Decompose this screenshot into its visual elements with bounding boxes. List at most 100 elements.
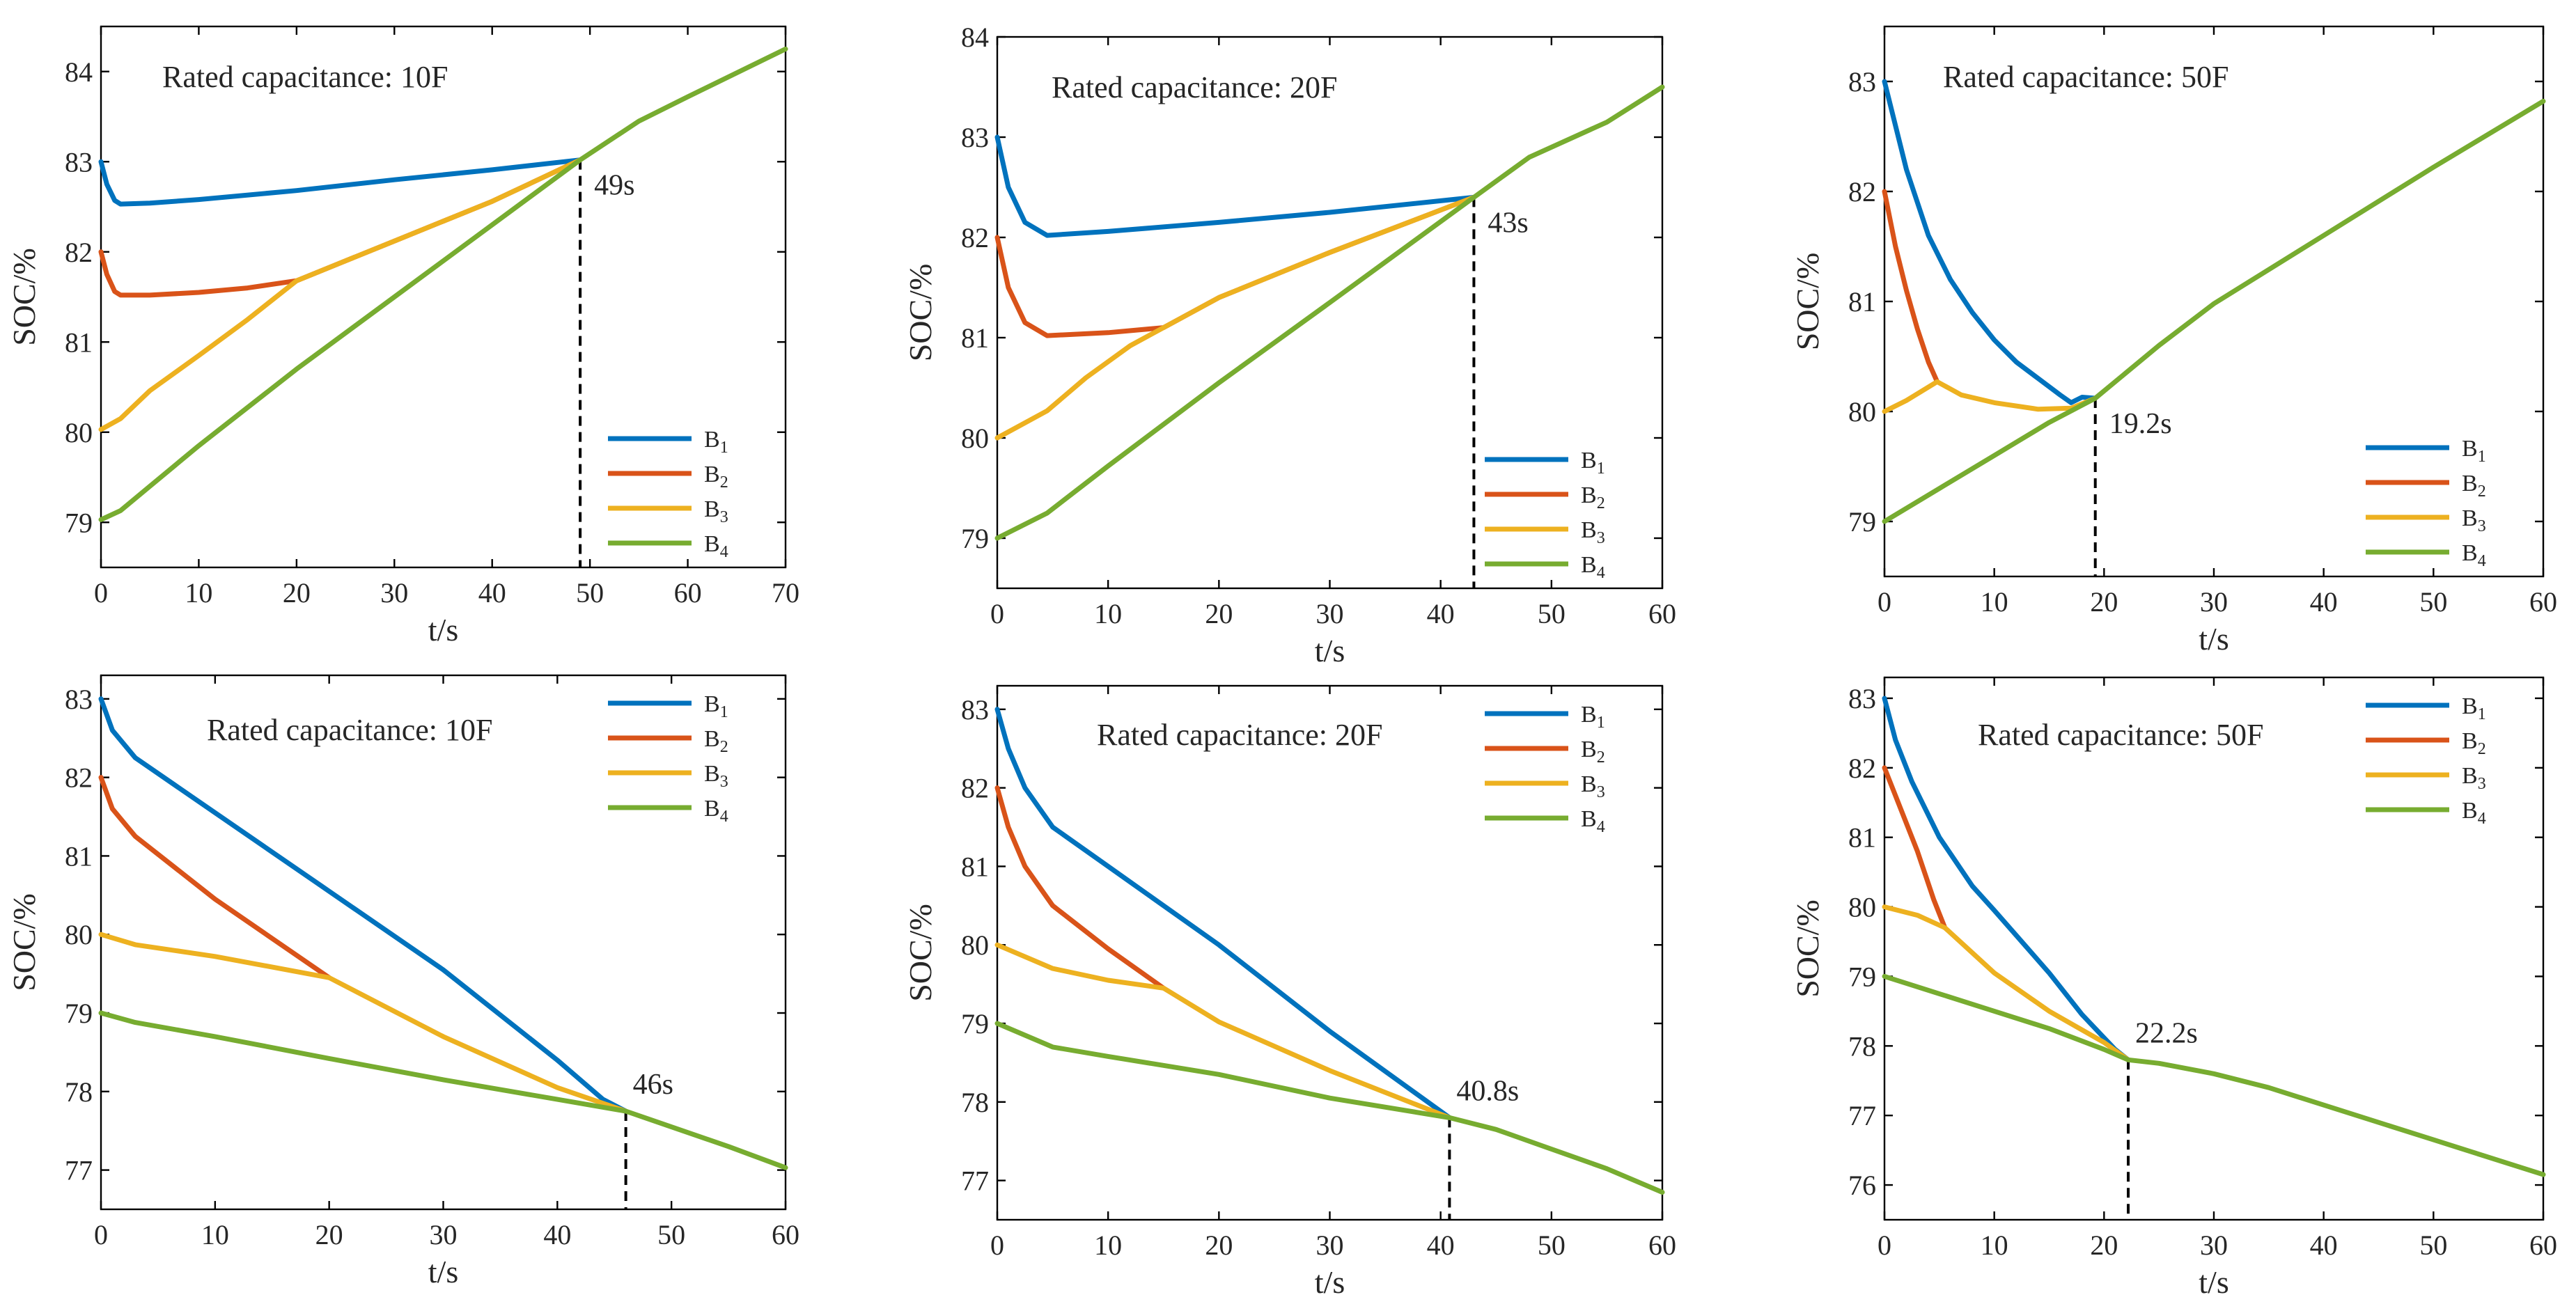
chart-title: Rated capacitance: 50F: [1978, 718, 2263, 752]
y-tick-label: 82: [65, 237, 93, 268]
y-tick-label: 78: [65, 1076, 93, 1108]
x-tick-label: 10: [1094, 1230, 1122, 1261]
x-axis-label: t/s: [1315, 633, 1345, 668]
series-b1-line: [994, 707, 1452, 1120]
legend-label-b4: B4: [2462, 798, 2486, 828]
y-tick-label: 79: [65, 507, 93, 538]
series-b3-line: [994, 194, 1476, 441]
y-tick-label: 76: [1848, 1170, 1876, 1201]
legend-label-b2: B2: [1581, 737, 1605, 767]
y-tick-label: 82: [961, 773, 989, 804]
chart-3: 0 10 20 30 40 50 60 79 80 81 82 83 t/s SOC/% Rated cap…: [1790, 25, 2557, 657]
legend-label-b1: B1: [704, 691, 728, 721]
y-tick-label: 83: [1848, 683, 1876, 714]
y-axis-label: SOC/%: [903, 264, 938, 362]
legend-label-b3: B3: [1581, 517, 1605, 547]
legend-label-b2: B2: [704, 726, 728, 756]
y-tick-label: 77: [1848, 1100, 1876, 1131]
x-tick-label: 30: [1316, 1230, 1344, 1261]
x-tick-label: 60: [1648, 1230, 1676, 1261]
legend-label-b3: B3: [2462, 505, 2486, 535]
x-tick-label: 30: [2200, 1230, 2228, 1261]
y-tick-label: 81: [961, 851, 989, 882]
chart-title: Rated capacitance: 10F: [207, 713, 492, 747]
x-tick-label: 0: [1878, 1230, 1891, 1261]
y-tick-label: 80: [65, 417, 93, 448]
x-tick-label: 60: [772, 1219, 799, 1250]
x-tick-label: 70: [772, 577, 799, 608]
y-tick-label: 78: [1848, 1030, 1876, 1062]
x-tick-label: 40: [2310, 586, 2338, 618]
chart-5: 0 10 20 30 40 50 60 77 78 79 80 81 82 83 t/s SOC/% Rated…: [903, 684, 1676, 1300]
plot-frame: [996, 684, 1664, 1221]
x-tick-label: 30: [380, 577, 408, 608]
series-b1-line: [1882, 79, 2098, 405]
series-b1-line: [1882, 696, 2131, 1062]
merge-time-label: 43s: [1488, 207, 1528, 239]
x-axis-label: t/s: [2199, 1264, 2228, 1300]
chart-4: 0 10 20 30 40 50 60 77 78 79 80 81 82 83 t/s SOC/% Rated…: [6, 674, 799, 1289]
y-tick-label: 77: [65, 1155, 93, 1186]
y-tick-label: 80: [1848, 396, 1876, 427]
plot-frame: [1883, 676, 2545, 1221]
x-axis-label: t/s: [428, 612, 458, 647]
x-tick-label: 40: [1427, 1230, 1455, 1261]
x-tick-label: 40: [478, 577, 506, 608]
y-tick-label: 77: [961, 1165, 989, 1197]
x-tick-label: 40: [543, 1219, 571, 1250]
merge-time-label: 40.8s: [1456, 1075, 1519, 1107]
x-tick-label: 0: [94, 577, 108, 608]
y-tick-label: 80: [961, 423, 989, 454]
merge-time-label: 46s: [633, 1069, 673, 1101]
y-tick-label: 84: [65, 56, 93, 88]
series-b1-line: [98, 157, 583, 207]
merge-time-label: 19.2s: [2109, 408, 2172, 440]
chart-title: Rated capacitance: 10F: [162, 60, 448, 94]
y-tick-label: 79: [961, 523, 989, 554]
merge-time-label: 22.2s: [2135, 1017, 2198, 1049]
y-tick-label: 80: [961, 929, 989, 961]
legend-label-b4: B4: [1581, 552, 1605, 582]
chart-title: Rated capacitance: 20F: [1052, 70, 1337, 104]
series-b1-line: [994, 134, 1476, 238]
series-b3-line: [1882, 904, 2131, 1062]
series-b3-line: [98, 157, 583, 432]
chart-title: Rated capacitance: 50F: [1943, 60, 2228, 94]
x-tick-label: 20: [283, 577, 311, 608]
series-b4-line: [98, 1010, 788, 1170]
y-tick-label: 80: [65, 919, 93, 950]
x-tick-label: 60: [2529, 586, 2557, 618]
chart-1: 0 10 20 30 40 50 60 70 79 80 81 82 83 84 t/s SOC/% Rated…: [6, 25, 799, 647]
y-tick-label: 84: [961, 22, 989, 53]
chart-2: 0 10 20 30 40 50 60 79 80 81 82 83 84 t/s SOC/% Rated c…: [903, 22, 1676, 668]
legend-label-b2: B2: [704, 462, 728, 492]
series-b2-line: [994, 785, 1166, 991]
x-tick-label: 20: [315, 1219, 343, 1250]
legend-label-b1: B1: [704, 427, 728, 457]
x-tick-label: 0: [1878, 586, 1891, 618]
series-b4-line: [1882, 973, 2546, 1177]
y-tick-label: 81: [1848, 822, 1876, 854]
y-tick-label: 81: [961, 322, 989, 354]
plot-frame: [996, 36, 1664, 590]
y-tick-label: 81: [1848, 286, 1876, 317]
x-axis-label: t/s: [2199, 621, 2228, 657]
series-b2-line: [1882, 765, 1948, 930]
x-tick-label: 30: [2200, 586, 2228, 618]
series-b3-line: [98, 932, 629, 1114]
series-b2-line: [994, 194, 1476, 338]
y-axis-label: SOC/%: [903, 904, 938, 1002]
y-tick-label: 83: [961, 122, 989, 153]
x-tick-label: 10: [1981, 586, 2008, 618]
series-b2-line: [1882, 189, 1940, 384]
series-b3-line: [1882, 379, 2098, 414]
legend-label-b1: B1: [2462, 436, 2486, 466]
x-tick-label: 50: [1538, 1230, 1566, 1261]
x-tick-label: 50: [576, 577, 604, 608]
y-tick-label: 79: [1848, 961, 1876, 992]
x-tick-label: 50: [2419, 586, 2447, 618]
y-tick-label: 83: [65, 684, 93, 715]
y-tick-label: 82: [1848, 176, 1876, 207]
series-b4-line: [994, 84, 1665, 541]
x-tick-label: 40: [1427, 598, 1455, 629]
